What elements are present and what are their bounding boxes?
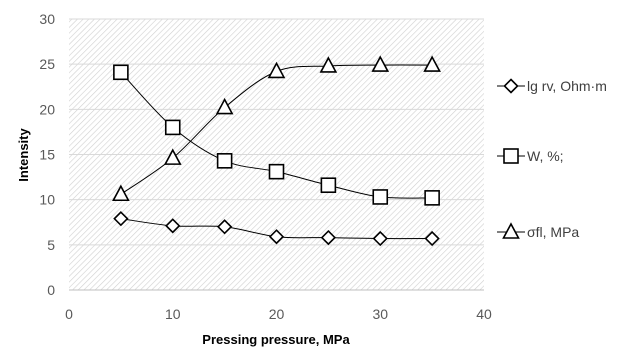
legend-label: lg rv, Ohm·m [527, 78, 607, 94]
legend-item: W, %; [497, 148, 564, 164]
legend-item: σfl, MPa [497, 222, 579, 240]
legend-label: σfl, MPa [527, 224, 579, 240]
data-point [320, 177, 337, 194]
x-tick-label: 10 [165, 306, 181, 322]
gridlines [69, 18, 484, 246]
data-point [163, 148, 182, 165]
data-point [319, 56, 338, 73]
legend-marker [502, 222, 520, 239]
legend-marker [503, 148, 519, 164]
series-diamond [113, 211, 440, 247]
data-point [165, 218, 181, 234]
data-point [320, 229, 337, 246]
legend-label: W, %; [527, 148, 564, 164]
y-tick-labels: 0 5 10 15 20 25 30 [39, 11, 55, 298]
y-tick-label: 5 [47, 237, 55, 253]
legend-item: lg rv, Ohm·m [497, 78, 607, 94]
x-tick-label: 20 [269, 306, 285, 322]
series-square [113, 64, 440, 206]
data-point [113, 211, 129, 227]
data-point [424, 230, 440, 247]
data-point [423, 55, 441, 72]
y-tick-label: 30 [39, 11, 55, 27]
data-point [371, 55, 390, 72]
data-point [113, 64, 129, 81]
y-tick-label: 15 [39, 147, 55, 163]
x-tick-label: 30 [372, 306, 388, 322]
x-tick-label: 40 [476, 306, 492, 322]
y-tick-label: 0 [47, 282, 55, 298]
data-point [268, 229, 285, 245]
series-triangle [112, 55, 441, 202]
data-point [112, 184, 130, 202]
data-point [424, 190, 440, 206]
data-point [372, 189, 389, 205]
y-tick-label: 20 [39, 101, 55, 117]
data-point [267, 61, 286, 79]
y-axis-title: Intensity [16, 128, 31, 182]
data-point [215, 97, 234, 115]
data-point [268, 163, 285, 180]
y-tick-label: 25 [39, 56, 55, 72]
legend: lg rv, Ohm·m W, %; σfl, MPa [497, 78, 607, 240]
legend-marker [503, 78, 519, 94]
x-tick-labels: 0 10 20 30 40 [65, 306, 492, 322]
data-point [216, 219, 233, 235]
data-point [372, 230, 388, 247]
data-point [216, 153, 233, 169]
series-group [112, 55, 441, 247]
x-tick-label: 0 [65, 306, 73, 322]
data-point [164, 119, 181, 136]
x-axis-title: Pressing pressure, MPa [202, 332, 350, 347]
y-tick-label: 10 [39, 192, 55, 208]
